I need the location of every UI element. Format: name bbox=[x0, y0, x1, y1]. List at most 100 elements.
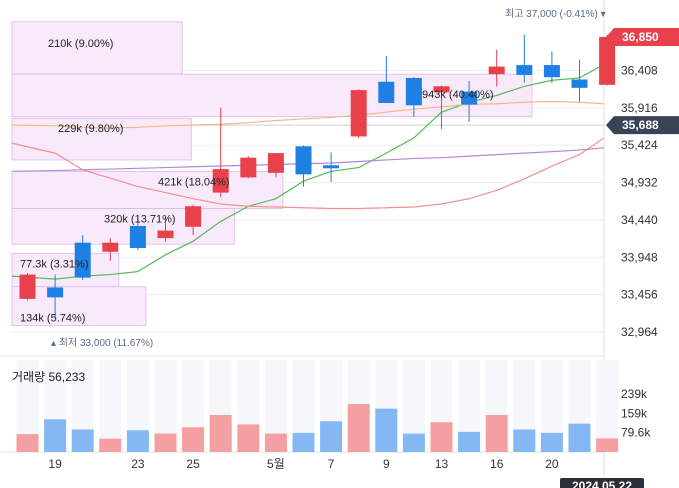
volume-bar bbox=[375, 408, 398, 452]
date-badge bbox=[560, 478, 644, 488]
volume-title: 거래량 56,233 bbox=[12, 370, 85, 384]
date-tick-label: 25 bbox=[186, 457, 200, 471]
date-tick-label: 23 bbox=[131, 457, 145, 471]
candle-body bbox=[157, 230, 174, 239]
profile-label: 320k (13.71%) bbox=[104, 214, 176, 226]
volume-bar bbox=[126, 430, 149, 452]
low-marker: ▴ 최저 33,000 (11.67%) bbox=[51, 337, 153, 349]
volume-bar bbox=[513, 429, 536, 452]
price-axis: 36,408 35,916 35,424 34,932 34,440 33,948 33,4… bbox=[606, 27, 679, 440]
profile-label: 77.3k (3.31%) bbox=[20, 258, 88, 270]
candle-body bbox=[19, 274, 36, 299]
volume-profile bbox=[11, 21, 533, 326]
annotations: 210k (9.00%) 943k (40.40%) 229k (9.80%) 421… bbox=[12, 8, 606, 384]
profile-label: 421k (18.04%) bbox=[158, 176, 230, 188]
volume-bar bbox=[44, 419, 67, 452]
ma60-line bbox=[11, 100, 605, 129]
high-marker: 최고 37,000 (-0.41%) ▾ bbox=[505, 8, 606, 20]
volume-bar bbox=[458, 431, 481, 452]
volume-bar bbox=[402, 433, 425, 452]
candle-body bbox=[433, 86, 450, 93]
volume-bar bbox=[596, 438, 619, 452]
volume-bar bbox=[430, 422, 453, 452]
volume-bar bbox=[99, 438, 122, 452]
volume-band bbox=[71, 360, 94, 452]
volume-bar bbox=[237, 424, 260, 452]
candle-body bbox=[295, 146, 312, 175]
candle-body bbox=[599, 36, 616, 85]
date-tick-label: 13 bbox=[435, 457, 449, 471]
candle-body bbox=[267, 153, 284, 173]
volume-band bbox=[126, 360, 149, 452]
candle-body bbox=[488, 66, 505, 75]
profile-label: 134k (5.74%) bbox=[20, 312, 85, 324]
volume-tick-label: 239k bbox=[621, 387, 648, 401]
volume-bar bbox=[182, 427, 205, 452]
candle-body bbox=[571, 79, 588, 88]
date-tick-label: 9 bbox=[383, 457, 390, 471]
candle-body bbox=[378, 81, 395, 104]
volume-bar bbox=[154, 433, 177, 452]
price-tick-label: 35,916 bbox=[621, 101, 658, 115]
date-tick-label: 19 bbox=[48, 457, 62, 471]
candle-body bbox=[102, 242, 119, 252]
candle-body bbox=[350, 90, 367, 137]
volume-bar bbox=[320, 421, 343, 452]
candle-body bbox=[74, 242, 91, 278]
volume-bar bbox=[292, 432, 315, 452]
profile-bar bbox=[11, 73, 533, 118]
volume-bar bbox=[568, 423, 591, 452]
volume-band bbox=[402, 360, 425, 452]
last-price-badge bbox=[606, 27, 679, 46]
candle-body bbox=[240, 157, 257, 178]
ref-price-badge bbox=[606, 116, 679, 135]
ma20-line bbox=[11, 137, 605, 210]
volume-bar bbox=[209, 414, 232, 452]
date-tick-label: 20 bbox=[545, 457, 559, 471]
volume-bar bbox=[347, 404, 370, 452]
ma5-line bbox=[11, 63, 605, 280]
volume-tick-label: 159k bbox=[621, 407, 648, 421]
price-tick-label: 33,456 bbox=[621, 288, 658, 302]
candle-body bbox=[129, 225, 146, 249]
candles bbox=[19, 34, 616, 318]
price-tick-label: 35,424 bbox=[621, 138, 658, 152]
volume-bar bbox=[71, 429, 94, 452]
profile-label: 943k (40.40%) bbox=[422, 89, 494, 101]
volume-band bbox=[16, 360, 39, 452]
volume-tick-label: 79.6k bbox=[621, 426, 651, 440]
candle-body bbox=[47, 287, 64, 298]
date-tick-label: 5월 bbox=[267, 457, 285, 471]
profile-bar bbox=[11, 170, 284, 209]
price-tick-label: 33,948 bbox=[621, 250, 658, 264]
candle-body bbox=[323, 165, 340, 169]
candle-body bbox=[185, 206, 202, 227]
price-tick-label: 34,932 bbox=[621, 176, 658, 190]
profile-label: 210k (9.00%) bbox=[48, 38, 113, 50]
candle-body bbox=[461, 91, 478, 105]
date-badge-label: 2024.05.22 bbox=[572, 479, 632, 488]
ref-price-label: 35,688 bbox=[622, 118, 659, 132]
profile-bar bbox=[11, 21, 183, 75]
volume-band bbox=[540, 360, 563, 452]
volume-band bbox=[596, 360, 619, 452]
volume-band bbox=[99, 360, 122, 452]
volume-band bbox=[154, 360, 177, 452]
date-tick-label: 7 bbox=[328, 457, 335, 471]
ma120-line bbox=[11, 147, 605, 172]
volume-bar bbox=[16, 434, 39, 452]
price-tick-label: 34,440 bbox=[621, 213, 658, 227]
price-tick-label: 36,408 bbox=[621, 64, 658, 78]
volume-band bbox=[513, 360, 536, 452]
volume-bars bbox=[16, 404, 619, 452]
volume-band bbox=[292, 360, 315, 452]
price-tick-label: 32,964 bbox=[621, 325, 658, 339]
volume-band bbox=[458, 360, 481, 452]
candle-body bbox=[543, 65, 560, 78]
moving-averages bbox=[11, 63, 605, 280]
volume-bar bbox=[485, 414, 508, 452]
candle-body bbox=[405, 77, 422, 106]
candle-body bbox=[212, 169, 229, 193]
volume-bar bbox=[540, 432, 563, 452]
